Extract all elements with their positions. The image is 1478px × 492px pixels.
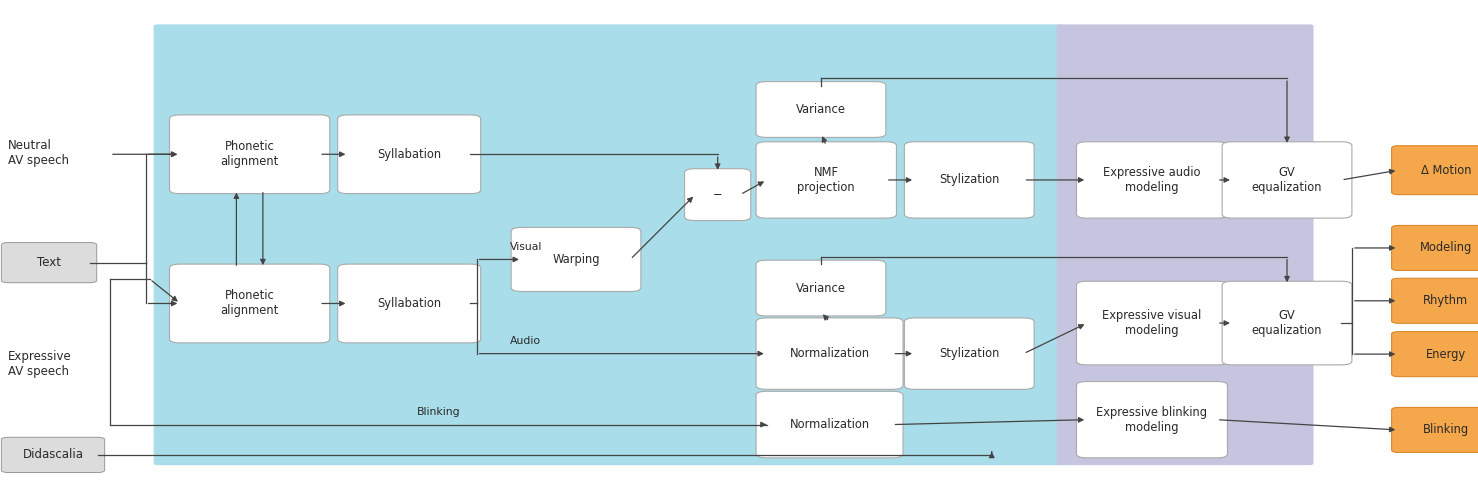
Text: Normalization: Normalization [789,418,869,431]
Text: Expressive blinking
modeling: Expressive blinking modeling [1097,406,1208,433]
Text: GV
equalization: GV equalization [1252,166,1323,194]
Text: Expressive
AV speech: Expressive AV speech [7,350,72,378]
Text: Stylization: Stylization [939,174,999,186]
FancyBboxPatch shape [337,264,480,343]
Text: Stylization: Stylization [939,347,999,360]
Text: Visual: Visual [510,242,542,252]
FancyBboxPatch shape [1,437,105,472]
FancyBboxPatch shape [170,264,330,343]
Text: Δ Motion: Δ Motion [1420,164,1471,177]
Text: Blinking: Blinking [1423,424,1469,436]
Text: Blinking: Blinking [417,407,460,417]
FancyBboxPatch shape [337,115,480,194]
Text: Phonetic
alignment: Phonetic alignment [220,140,279,168]
Text: Rhythm: Rhythm [1423,294,1469,308]
Text: Syllabation: Syllabation [377,148,442,161]
Text: −: − [712,188,723,201]
Text: GV
equalization: GV equalization [1252,309,1323,337]
FancyBboxPatch shape [1392,278,1478,323]
Text: NMF
projection: NMF projection [798,166,856,194]
FancyBboxPatch shape [757,142,897,218]
FancyBboxPatch shape [757,318,903,389]
FancyBboxPatch shape [1392,146,1478,195]
FancyBboxPatch shape [1057,25,1314,465]
FancyBboxPatch shape [1222,281,1352,365]
FancyBboxPatch shape [154,25,1064,465]
Text: Variance: Variance [797,281,845,295]
FancyBboxPatch shape [757,260,885,316]
FancyBboxPatch shape [757,82,885,137]
Text: Warping: Warping [553,253,600,266]
FancyBboxPatch shape [905,318,1035,389]
Text: Neutral
AV speech: Neutral AV speech [7,139,69,167]
FancyBboxPatch shape [1076,281,1227,365]
Text: Energy: Energy [1426,348,1466,361]
Text: Expressive audio
modeling: Expressive audio modeling [1103,166,1200,194]
Text: Syllabation: Syllabation [377,297,442,310]
FancyBboxPatch shape [757,391,903,458]
FancyBboxPatch shape [1392,407,1478,453]
Text: Text: Text [37,256,61,269]
FancyBboxPatch shape [1076,142,1227,218]
Text: Modeling: Modeling [1420,242,1472,254]
FancyBboxPatch shape [1392,332,1478,376]
Text: Normalization: Normalization [789,347,869,360]
FancyBboxPatch shape [1222,142,1352,218]
FancyBboxPatch shape [511,227,641,291]
FancyBboxPatch shape [170,115,330,194]
Text: Audio: Audio [510,337,541,346]
FancyBboxPatch shape [684,169,751,220]
Text: Variance: Variance [797,103,845,116]
FancyBboxPatch shape [1076,381,1227,458]
FancyBboxPatch shape [905,142,1035,218]
Text: Didascalia: Didascalia [22,448,84,461]
FancyBboxPatch shape [1,243,96,283]
FancyBboxPatch shape [1392,225,1478,271]
Text: Phonetic
alignment: Phonetic alignment [220,289,279,317]
Text: Expressive visual
modeling: Expressive visual modeling [1103,309,1202,337]
